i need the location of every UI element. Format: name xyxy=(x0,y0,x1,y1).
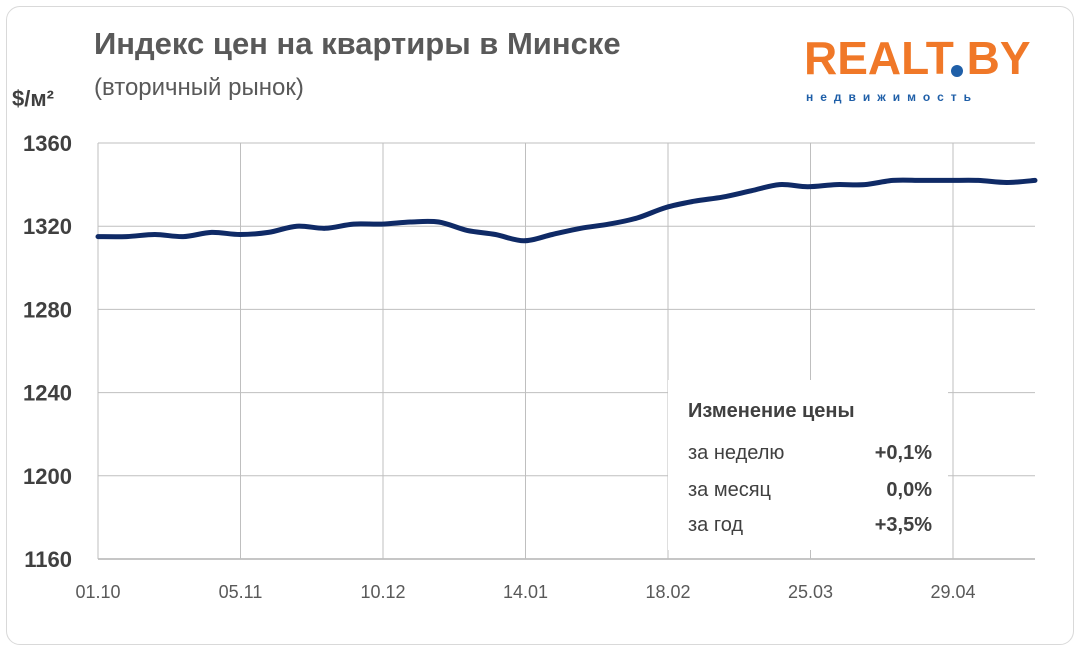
y-tick-label: 1280 xyxy=(23,297,72,322)
price-change-row-month: за месяц 0,0% xyxy=(688,479,932,509)
x-tick-label: 29.04 xyxy=(930,582,975,602)
y-tick-label: 1200 xyxy=(23,464,72,489)
price-change-title: Изменение цены xyxy=(688,400,855,422)
price-change-label: за год xyxy=(688,514,744,536)
x-tick-label: 05.11 xyxy=(219,582,263,602)
price-index-series-line xyxy=(95,177,1038,244)
price-change-value: +0,1% xyxy=(874,442,932,464)
x-tick-label: 18.02 xyxy=(645,582,690,602)
price-change-value: +3,5% xyxy=(874,514,932,536)
x-tick-label: 25.03 xyxy=(788,582,833,602)
price-change-panel: Изменение цены за неделю +0,1% за месяц … xyxy=(668,380,948,550)
price-change-value: 0,0% xyxy=(886,479,932,501)
price-change-row-week: за неделю +0,1% xyxy=(688,442,932,472)
x-tick-label: 10.12 xyxy=(360,582,405,602)
price-change-row-year: за год +3,5% xyxy=(688,514,932,544)
y-axis-unit-label: $/м² xyxy=(12,86,54,111)
y-tick-label: 1320 xyxy=(23,214,72,239)
realt-by-logo: REALT BY недвижимость xyxy=(804,32,1031,112)
chart-title: Индекс цен на квартиры в Минске xyxy=(94,26,621,61)
chart-subtitle: (вторичный рынок) xyxy=(94,74,304,101)
logo-tagline: недвижимость xyxy=(806,90,978,104)
y-tick-label: 1360 xyxy=(23,131,72,156)
logo-wordmark: REALT BY xyxy=(804,32,1031,84)
logo-dot-icon xyxy=(951,65,963,77)
y-tick-label: 1240 xyxy=(23,381,72,406)
price-change-label: за неделю xyxy=(688,442,785,464)
y-tick-label: 1160 xyxy=(24,547,72,572)
x-tick-label: 14.01 xyxy=(503,582,548,602)
x-tick-label: 01.10 xyxy=(75,582,120,602)
price-change-label: за месяц xyxy=(688,479,772,501)
